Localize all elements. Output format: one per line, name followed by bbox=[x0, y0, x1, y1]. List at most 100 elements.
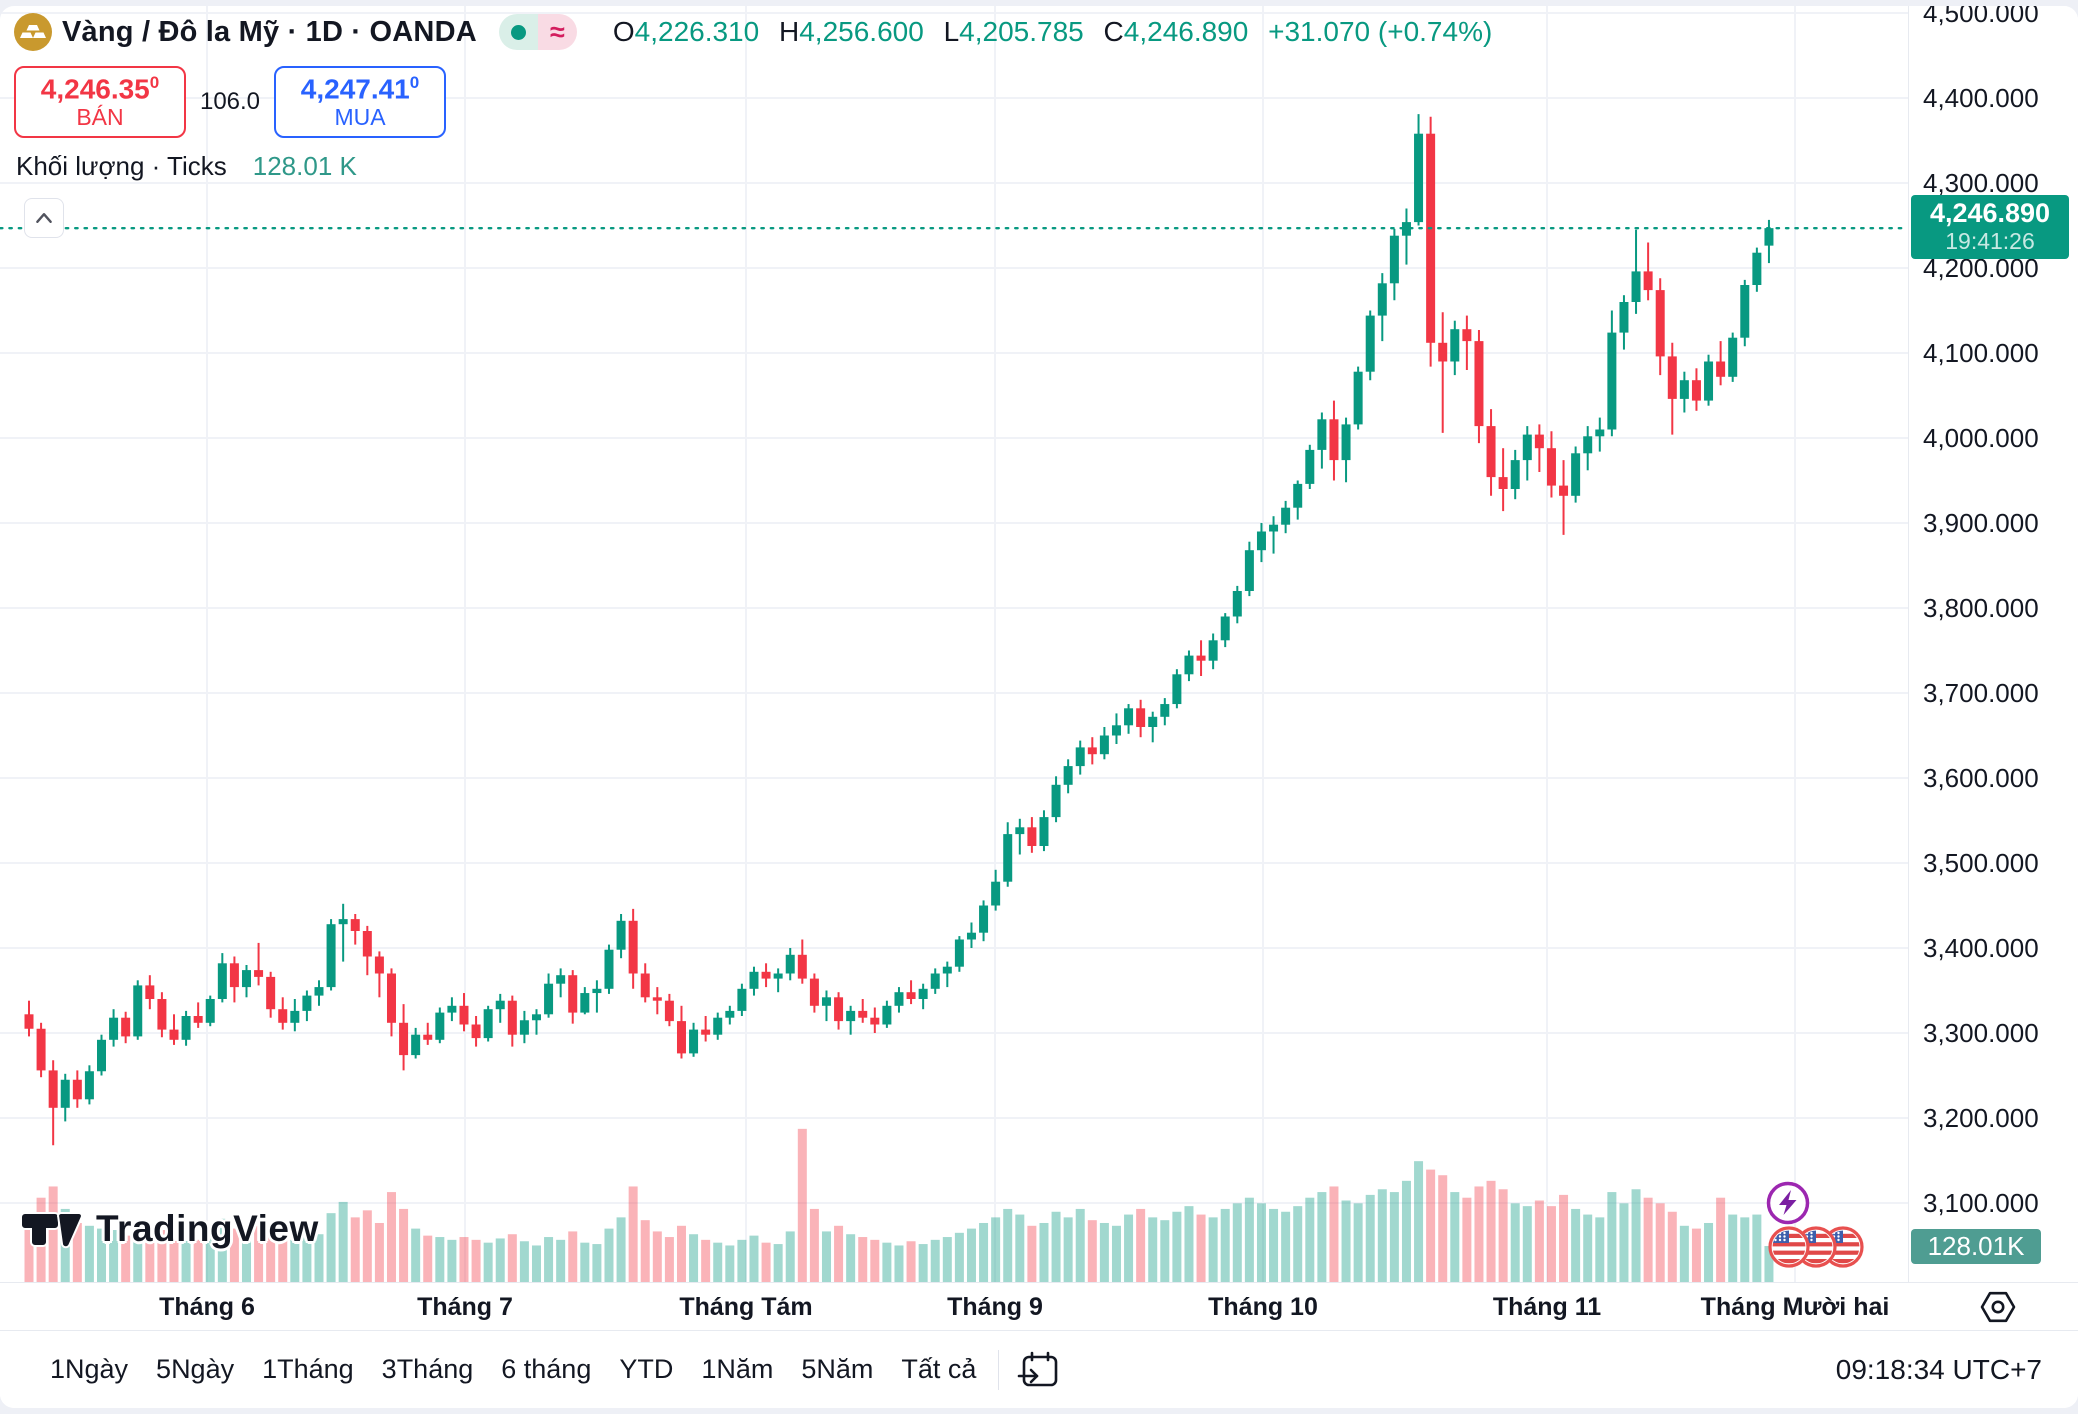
volume-bar bbox=[882, 1242, 892, 1282]
candle-body bbox=[689, 1029, 699, 1054]
candle-body bbox=[1111, 725, 1121, 736]
candle-body bbox=[1075, 747, 1085, 767]
volume-bar bbox=[314, 1234, 324, 1282]
range-button-1tháng[interactable]: 1Tháng bbox=[262, 1354, 354, 1384]
candle-body bbox=[483, 1009, 493, 1039]
last-price-value: 4,246.890 bbox=[1929, 198, 2051, 229]
volume-bar bbox=[1293, 1206, 1303, 1282]
candle-body bbox=[640, 973, 650, 998]
market-status-pill[interactable]: ≈ bbox=[498, 14, 577, 50]
candle-body bbox=[1571, 453, 1581, 496]
volume-bar bbox=[870, 1239, 880, 1282]
volume-bar bbox=[1546, 1206, 1556, 1282]
ohlc-readout: O4,226.310 H4,256.600 L4,205.785 C4,246.… bbox=[601, 16, 1492, 48]
range-button-tất-cả[interactable]: Tất cả bbox=[901, 1354, 977, 1384]
price-axis-label: 3,100.000 bbox=[1923, 1188, 2039, 1218]
volume-bar bbox=[966, 1228, 976, 1282]
calendar-goto-icon bbox=[1018, 1351, 1058, 1386]
candle-body bbox=[1631, 271, 1641, 302]
time-axis-settings-gear-icon[interactable] bbox=[1978, 1287, 2018, 1327]
chevron-up-icon bbox=[36, 213, 52, 223]
candle-body bbox=[1414, 133, 1424, 223]
candle-body bbox=[266, 976, 276, 1010]
candle-body bbox=[737, 988, 747, 1011]
candle-body bbox=[1595, 429, 1605, 437]
symbol-title[interactable]: Vàng / Đô la Mỹ · 1D · OANDA bbox=[62, 15, 477, 48]
sell-button[interactable]: 4,246.350 BÁN bbox=[14, 66, 186, 138]
candle-body bbox=[1607, 332, 1617, 430]
volume-bar bbox=[133, 1224, 143, 1282]
candle-body bbox=[145, 985, 155, 999]
month-label: Tháng 10 bbox=[1208, 1293, 1318, 1321]
range-button-5năm[interactable]: 5Năm bbox=[801, 1354, 874, 1384]
volume-bar bbox=[906, 1241, 916, 1282]
candle-body bbox=[326, 924, 336, 988]
volume-bar bbox=[1643, 1197, 1653, 1282]
candle-body bbox=[785, 954, 795, 974]
volume-bar bbox=[1063, 1217, 1073, 1282]
tradingview-logo[interactable]: TradingView bbox=[22, 1204, 319, 1254]
time-axis[interactable]: Tháng 6 Tháng 7 Tháng Tám Tháng 9 Tháng 10 Th… bbox=[0, 1282, 2078, 1330]
candle-body bbox=[1269, 524, 1279, 532]
candle-body bbox=[447, 1005, 457, 1013]
volume-bar bbox=[96, 1228, 106, 1282]
candle-body bbox=[1764, 228, 1774, 246]
economic-events-us-flags-icon[interactable] bbox=[1766, 1224, 1870, 1270]
change-value: +31.070 (+0.74%) bbox=[1268, 16, 1493, 47]
range-button-6-tháng[interactable]: 6 tháng bbox=[501, 1354, 592, 1384]
buy-button[interactable]: 4,247.410 MUA bbox=[274, 66, 446, 138]
volume-bar bbox=[580, 1242, 590, 1282]
go-to-date-button[interactable] bbox=[1013, 1344, 1065, 1396]
price-chart-canvas[interactable] bbox=[0, 6, 2078, 1282]
candle-body bbox=[302, 995, 312, 1011]
candle-body bbox=[1619, 302, 1629, 333]
range-button-5ngày[interactable]: 5Ngày bbox=[156, 1354, 235, 1384]
toolbar-divider bbox=[998, 1349, 1000, 1390]
volume-indicator-row[interactable]: Khối lượng · Ticks 128.01 K bbox=[16, 148, 357, 184]
volume-bar bbox=[1486, 1180, 1496, 1282]
volume-bar bbox=[1740, 1217, 1750, 1282]
candle-body bbox=[435, 1012, 445, 1040]
volume-bar bbox=[749, 1235, 759, 1282]
market-open-indicator bbox=[498, 14, 538, 50]
candle-body bbox=[60, 1079, 70, 1108]
open-value: 4,226.310 bbox=[634, 16, 760, 47]
candle-body bbox=[1329, 419, 1339, 461]
candle-body bbox=[1752, 252, 1762, 285]
candle-body bbox=[821, 997, 831, 1006]
candle-body bbox=[84, 1071, 94, 1100]
candle-body bbox=[966, 932, 976, 940]
volume-bar bbox=[290, 1239, 300, 1282]
volume-bar bbox=[652, 1231, 662, 1282]
volume-bar bbox=[846, 1234, 856, 1282]
volume-bar bbox=[894, 1245, 904, 1282]
volume-bar bbox=[1728, 1214, 1738, 1282]
range-button-3tháng[interactable]: 3Tháng bbox=[381, 1354, 474, 1384]
candle-body bbox=[1172, 674, 1182, 705]
candle-body bbox=[713, 1017, 723, 1035]
candle-body bbox=[1510, 460, 1520, 489]
candle-body bbox=[761, 971, 771, 979]
candle-body bbox=[169, 1029, 179, 1040]
volume-bar bbox=[1752, 1214, 1762, 1282]
candle-body bbox=[1099, 735, 1109, 755]
timezone-clock[interactable]: 09:18:34 UTC+7 bbox=[1835, 1353, 2042, 1385]
volume-bar bbox=[1172, 1211, 1182, 1282]
candle-body bbox=[48, 1070, 58, 1108]
instant-trading-lightning-icon[interactable] bbox=[1766, 1181, 1810, 1225]
collapse-legend-button[interactable] bbox=[24, 198, 64, 238]
volume-bar bbox=[48, 1186, 58, 1282]
range-button-1năm[interactable]: 1Năm bbox=[701, 1354, 774, 1384]
volume-bar bbox=[942, 1237, 952, 1282]
candle-body bbox=[846, 1010, 856, 1022]
price-axis[interactable]: 4,246.890 19:41:26 128.01K 4,500.000 4,40… bbox=[1908, 6, 2078, 1282]
date-range-buttons: 1Ngày 5Ngày 1Tháng 3Tháng 6 tháng YTD 1Năm 5Năm… bbox=[36, 1346, 990, 1393]
range-button-1ngày[interactable]: 1Ngày bbox=[50, 1354, 129, 1384]
volume-bar bbox=[157, 1230, 167, 1282]
volume-bar bbox=[1329, 1186, 1339, 1282]
candle-body bbox=[858, 1010, 868, 1018]
range-button-ytd[interactable]: YTD bbox=[619, 1354, 674, 1384]
buy-label: MUA bbox=[334, 103, 386, 130]
candle-body bbox=[362, 931, 372, 957]
candle-body bbox=[773, 973, 783, 979]
